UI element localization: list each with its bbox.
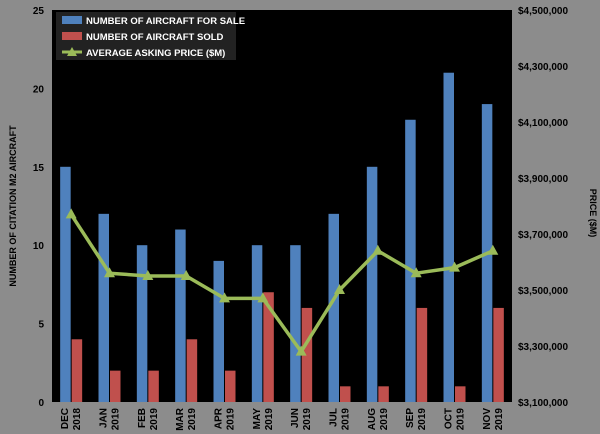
y-left-tick-label: 25 — [33, 6, 45, 17]
x-tick-label: DEC 2018 — [60, 408, 83, 431]
y-right-tick-label: $3,900,000 — [518, 174, 568, 185]
x-tick-year: 2019 — [149, 408, 160, 431]
y-right-tick-label: $3,100,000 — [518, 398, 568, 409]
bar-for-sale — [60, 166, 71, 402]
x-tick-label: MAY 2019 — [252, 408, 275, 431]
bar-sold — [225, 370, 236, 402]
bar-sold — [455, 386, 466, 402]
x-tick-year: 2019 — [302, 408, 313, 431]
price-point — [180, 270, 192, 280]
x-tick-month: JUL — [329, 408, 340, 427]
bar-sold — [71, 339, 83, 402]
x-tick-month: FEB — [137, 408, 148, 428]
x-tick-label: SEP 2019 — [405, 408, 428, 431]
price-point — [372, 244, 384, 255]
price-point — [65, 208, 77, 219]
x-tick-year: 2019 — [187, 408, 198, 431]
x-tick-label: OCT 2019 — [444, 408, 467, 431]
x-tick-label: JUL 2019 — [329, 408, 352, 431]
x-tick-month: DEC — [60, 408, 71, 429]
x-tick-label: APR 2019 — [214, 407, 237, 430]
x-tick-month: JUN — [290, 408, 301, 428]
x-tick-month: JAN — [99, 408, 110, 428]
bar-for-sale — [175, 229, 186, 402]
bar-for-sale — [251, 245, 263, 402]
price-point — [257, 292, 269, 303]
legend-swatch-sold — [62, 32, 82, 40]
price-point — [219, 292, 230, 303]
x-tick-month: AUG — [367, 408, 378, 430]
legend-label-for-sale: NUMBER OF AIRCRAFT FOR SALE — [86, 16, 245, 27]
bar-sold — [186, 339, 198, 402]
x-tick-label: AUG 2019 — [367, 408, 390, 431]
price-point — [410, 267, 422, 278]
x-tick-year: 2019 — [264, 408, 275, 431]
price-point — [334, 284, 345, 294]
x-tick-month: MAY — [252, 408, 263, 430]
x-tick-month: NOV — [482, 408, 493, 430]
y-right-tick-label: $3,300,000 — [518, 342, 568, 353]
bar-sold — [148, 370, 159, 402]
bar-sold — [301, 307, 313, 402]
y-left-tick-label: 15 — [33, 163, 45, 174]
bar-for-sale — [328, 213, 339, 402]
y-right-tick-label: $4,100,000 — [518, 118, 568, 129]
x-tick-year: 2018 — [72, 408, 83, 431]
x-tick-year: 2019 — [494, 408, 505, 431]
bar-for-sale — [98, 213, 109, 402]
y-right-tick-label: $3,500,000 — [518, 286, 568, 297]
y-axis-right-title: PRICE ($M) — [588, 189, 598, 238]
price-line — [69, 213, 494, 354]
x-tick-label: JAN 2019 — [99, 408, 122, 431]
price-point — [449, 261, 460, 272]
x-tick-month: SEP — [405, 408, 416, 428]
price-point — [487, 244, 499, 255]
price-point — [295, 345, 307, 356]
bar-for-sale — [290, 245, 301, 402]
bar-sold — [378, 386, 389, 402]
x-tick-month: APR — [214, 407, 225, 429]
x-tick-month: MAR — [175, 407, 186, 431]
y-left-tick-label: 20 — [33, 84, 45, 95]
y-right-tick-label: $4,500,000 — [518, 6, 568, 17]
x-tick-month: OCT — [444, 408, 455, 429]
bar-for-sale — [213, 260, 224, 402]
legend-label-price: AVERAGE ASKING PRICE ($M) — [86, 48, 225, 59]
y-right-tick-label: $3,700,000 — [518, 230, 568, 241]
y-left-tick-label: 10 — [33, 241, 45, 252]
y-right-tick-label: $4,300,000 — [518, 62, 568, 73]
x-tick-year: 2019 — [379, 408, 390, 431]
legend: NUMBER OF AIRCRAFT FOR SALE NUMBER OF AI… — [56, 12, 245, 60]
bar-sold — [110, 370, 121, 402]
x-tick-label: FEB 2019 — [137, 408, 160, 431]
bar-sold — [263, 292, 274, 402]
legend-swatch-for-sale — [62, 16, 82, 24]
x-tick-label: JUN 2019 — [290, 408, 313, 431]
y-left-tick-label: 0 — [38, 398, 44, 409]
y-axis-left-title: NUMBER OF CITATION M2 AIRCRAFT — [8, 125, 18, 287]
x-tick-year: 2019 — [111, 408, 122, 431]
x-tick-year: 2019 — [226, 408, 237, 431]
x-tick-year: 2019 — [417, 408, 428, 431]
plot-area — [52, 10, 512, 402]
x-tick-year: 2019 — [456, 408, 467, 431]
x-tick-year: 2019 — [341, 408, 352, 431]
y-left-tick-label: 5 — [38, 320, 44, 331]
bar-sold — [340, 386, 351, 402]
bar-for-sale — [136, 245, 148, 402]
bar-for-sale — [366, 166, 378, 402]
bar-for-sale — [405, 119, 416, 402]
bar-sold — [416, 307, 428, 402]
bar-sold — [493, 307, 504, 402]
legend-label-sold: NUMBER OF AIRCRAFT SOLD — [86, 32, 224, 43]
price-point — [104, 267, 115, 278]
x-tick-label: MAR 2019 — [175, 407, 198, 431]
legend-swatch-price-marker — [67, 47, 77, 56]
bar-for-sale — [443, 72, 454, 402]
legend-background — [56, 12, 236, 60]
x-tick-label: NOV 2019 — [482, 408, 505, 431]
price-point — [142, 270, 154, 280]
